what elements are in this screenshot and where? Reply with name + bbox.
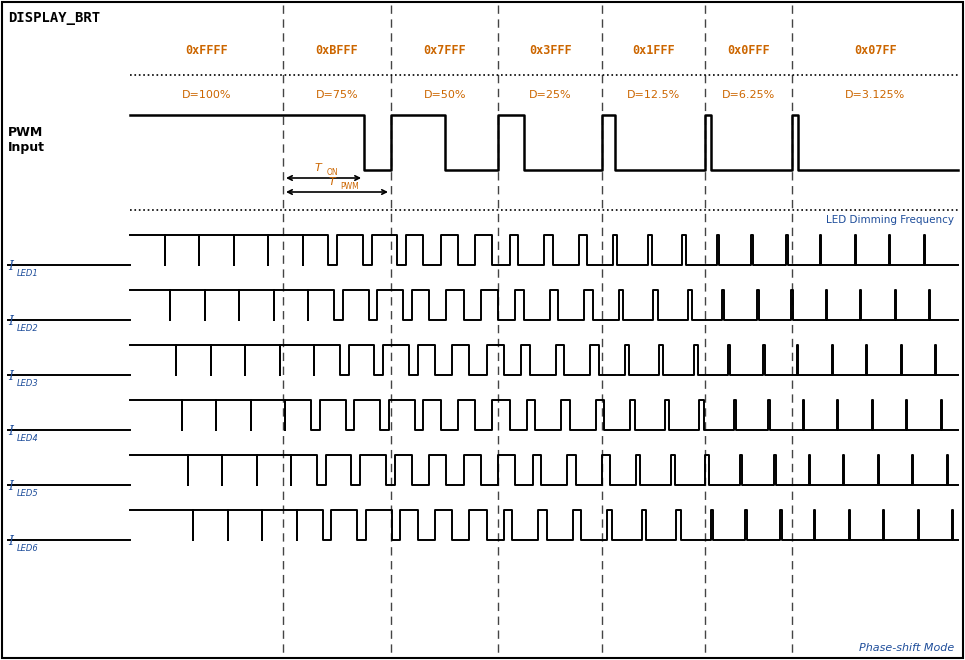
Text: DISPLAY_BRT: DISPLAY_BRT	[8, 11, 100, 25]
Text: I: I	[8, 480, 13, 493]
Text: D=75%: D=75%	[316, 90, 358, 100]
Text: D=100%: D=100%	[181, 90, 232, 100]
Text: 0x1FFF: 0x1FFF	[632, 44, 676, 57]
Text: T: T	[315, 163, 321, 173]
Text: 0x3FFF: 0x3FFF	[529, 44, 571, 57]
Text: 0x0FFF: 0x0FFF	[728, 44, 770, 57]
Text: D=12.5%: D=12.5%	[627, 90, 680, 100]
Text: 0xFFFF: 0xFFFF	[185, 44, 228, 57]
Text: D=25%: D=25%	[529, 90, 571, 100]
Text: LED Dimming Frequency: LED Dimming Frequency	[826, 215, 954, 225]
Text: LED1: LED1	[17, 269, 39, 278]
Text: 0x07FF: 0x07FF	[854, 44, 896, 57]
Text: LED6: LED6	[17, 544, 39, 553]
Text: LED4: LED4	[17, 434, 39, 443]
Text: PWM: PWM	[340, 182, 359, 191]
Text: 0x7FFF: 0x7FFF	[424, 44, 466, 57]
Text: I: I	[8, 260, 13, 273]
Text: 0xBFFF: 0xBFFF	[316, 44, 358, 57]
Text: I: I	[8, 535, 13, 548]
Text: D=50%: D=50%	[424, 90, 466, 100]
Text: I: I	[8, 315, 13, 328]
Text: ON: ON	[326, 168, 338, 177]
Text: I: I	[8, 425, 13, 438]
Text: D=3.125%: D=3.125%	[845, 90, 905, 100]
Text: LED3: LED3	[17, 379, 39, 388]
Text: Input: Input	[8, 141, 45, 154]
Text: D=6.25%: D=6.25%	[723, 90, 776, 100]
Text: Phase-shift Mode: Phase-shift Mode	[859, 643, 954, 653]
Text: PWM: PWM	[8, 125, 43, 139]
Text: LED2: LED2	[17, 324, 39, 333]
Text: I: I	[8, 370, 13, 383]
Text: T: T	[328, 177, 335, 187]
Text: LED5: LED5	[17, 489, 39, 498]
